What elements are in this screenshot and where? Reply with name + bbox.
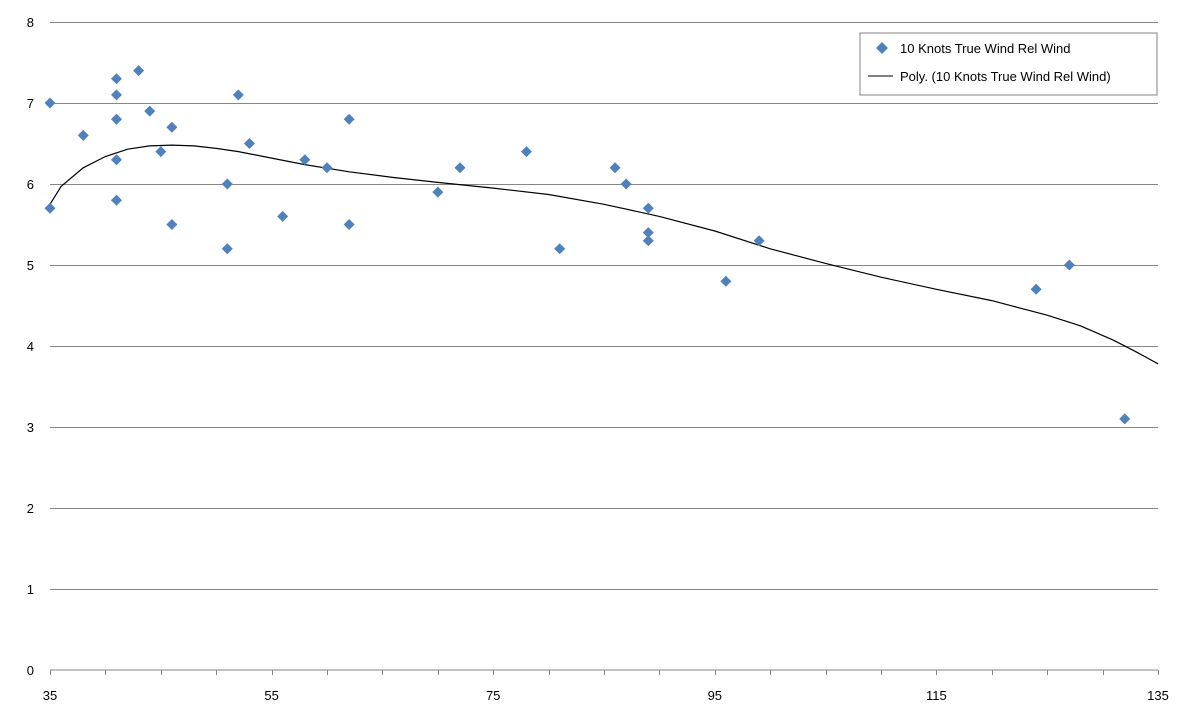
data-point-diamond (620, 178, 632, 190)
legend-diamond-icon (876, 42, 888, 54)
data-point-diamond (642, 202, 654, 214)
data-point-diamond (44, 97, 56, 109)
data-point-diamond (277, 210, 289, 222)
data-point-diamond (166, 121, 178, 133)
grid-lines (50, 22, 1158, 590)
data-point-diamond (166, 219, 178, 230)
data-point-diamond (299, 154, 311, 166)
data-points (44, 65, 1131, 425)
data-point-diamond (144, 105, 156, 117)
data-point-diamond (609, 162, 621, 174)
data-point-diamond (221, 178, 233, 190)
data-point-diamond (44, 202, 56, 214)
data-point-diamond (1119, 413, 1131, 425)
data-point-diamond (77, 129, 89, 141)
data-point-diamond (642, 235, 654, 247)
data-point-diamond (520, 146, 532, 158)
y-tick-label: 1 (27, 582, 34, 597)
data-point-diamond (720, 275, 732, 287)
polynomial-trendline (49, 144, 1159, 365)
data-point-diamond (1063, 259, 1075, 271)
y-tick-label: 7 (27, 96, 34, 111)
legend-box (859, 32, 1158, 96)
data-point-diamond (554, 243, 566, 255)
x-tick-label: 135 (1147, 688, 1169, 703)
data-point-diamond (110, 73, 122, 85)
trendline-layer (49, 144, 1159, 365)
data-point-diamond (343, 113, 355, 125)
data-point-diamond (155, 146, 167, 158)
y-tick-label: 8 (27, 15, 34, 30)
data-point-diamond (753, 235, 765, 247)
y-tick-label: 3 (27, 420, 34, 435)
y-tick-label: 2 (27, 501, 34, 516)
data-point-diamond (642, 227, 654, 239)
data-point-diamond (432, 186, 444, 198)
axes (50, 669, 1159, 675)
data-point-diamond (1030, 283, 1042, 295)
legend-label-trendline: Poly. (10 Knots True Wind Rel Wind) (900, 69, 1111, 84)
data-point-diamond (232, 89, 244, 101)
y-tick-label: 4 (27, 339, 34, 354)
data-point-diamond (243, 138, 255, 149)
data-point-diamond (110, 113, 122, 125)
y-tick-label: 0 (27, 663, 34, 678)
y-tick-label: 6 (27, 177, 34, 192)
x-tick-labels: 35 55 75 95 115 135 (43, 688, 1169, 703)
x-tick-label: 75 (486, 688, 500, 703)
legend: 10 Knots True Wind Rel Wind Poly. (10 Kn… (859, 32, 1158, 96)
x-tick-label: 115 (926, 688, 947, 703)
data-point-diamond (110, 194, 122, 206)
data-point-diamond (221, 243, 233, 255)
data-point-diamond (133, 65, 145, 77)
y-tick-label: 5 (27, 258, 34, 273)
data-point-diamond (110, 154, 122, 166)
data-point-diamond (454, 162, 466, 174)
x-tick-label: 55 (264, 688, 278, 703)
legend-label-series: 10 Knots True Wind Rel Wind (900, 41, 1071, 56)
x-tick-label: 35 (43, 688, 57, 703)
y-tick-labels: 0 1 2 3 4 5 6 7 8 (27, 15, 34, 678)
data-point-diamond (110, 89, 122, 101)
data-point-diamond (343, 219, 355, 230)
x-tick-label: 95 (708, 688, 722, 703)
data-point-diamond (321, 162, 333, 174)
